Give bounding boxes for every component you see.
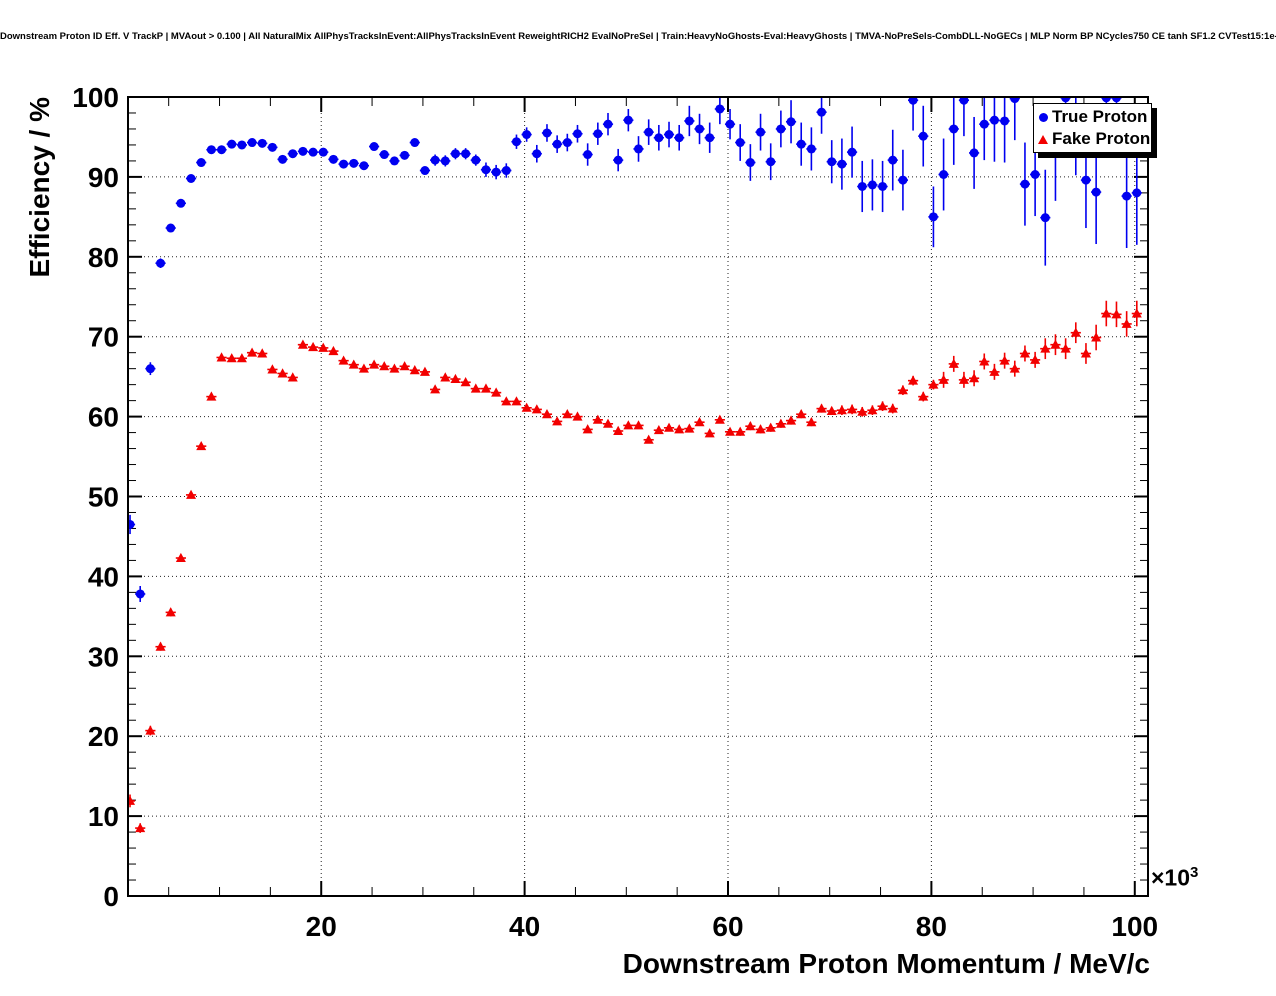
plot-title: Downstream Proton ID Eff. V TrackP | MVA…: [0, 31, 1276, 42]
y-tick-label: 90: [88, 162, 119, 193]
y-tick-label: 80: [88, 242, 119, 273]
y-tick-label: 30: [88, 641, 119, 672]
x-tick-label: 80: [916, 911, 947, 942]
x-tick-label: 60: [712, 911, 743, 942]
y-tick-label: 60: [88, 402, 119, 433]
x-tick-label: 20: [306, 911, 337, 942]
y-tick-label: 50: [88, 482, 119, 513]
fake-proton-marker-icon: [1034, 134, 1052, 144]
legend-entry-fake-proton: Fake Proton: [1034, 128, 1151, 150]
y-tick-label: 40: [88, 561, 119, 592]
y-tick-label: 100: [72, 82, 119, 113]
x-tick-label: 100: [1111, 911, 1158, 942]
y-tick-label: 10: [88, 801, 119, 832]
true-proton-marker-icon: [1034, 112, 1052, 122]
x-tick-label: 40: [509, 911, 540, 942]
legend-entry-true-proton: True Proton: [1034, 106, 1151, 128]
legend-box: True Proton Fake Proton: [1033, 103, 1152, 153]
x-axis-power-label: ×103: [1151, 864, 1199, 891]
y-tick-label: 70: [88, 322, 119, 353]
y-axis-title: Efficiency / %: [24, 97, 55, 278]
plot-frame: [128, 97, 1148, 896]
y-tick-label: 20: [88, 721, 119, 752]
legend-label: Fake Proton: [1052, 129, 1151, 148]
legend-label: True Proton: [1052, 107, 1148, 126]
y-tick-label: 0: [103, 881, 119, 912]
x-axis-title: Downstream Proton Momentum / MeV/c: [622, 948, 1150, 979]
